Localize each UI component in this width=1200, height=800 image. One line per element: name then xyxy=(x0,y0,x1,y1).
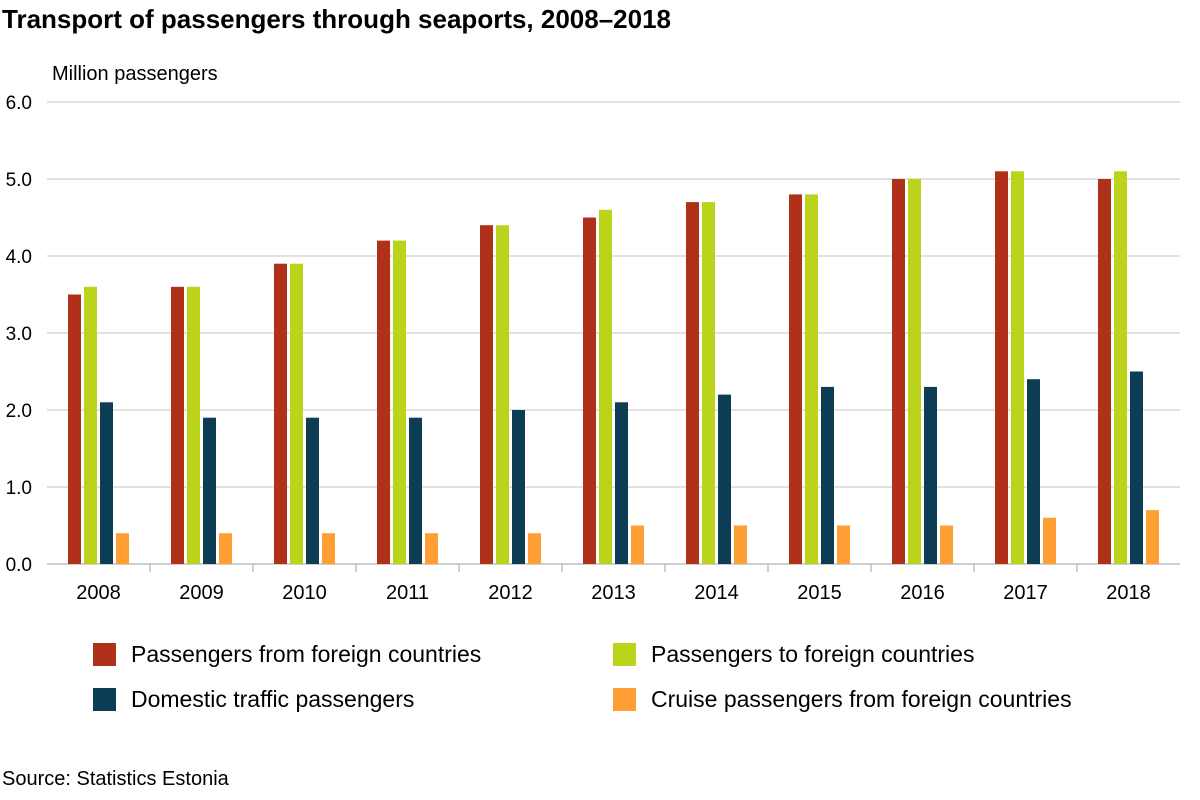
bar xyxy=(116,533,129,564)
bar xyxy=(686,202,699,564)
bar xyxy=(583,217,596,564)
legend-label: Cruise passengers from foreign countries xyxy=(651,685,1072,712)
x-tick-label: 2012 xyxy=(488,582,533,604)
bar xyxy=(789,194,802,564)
bar xyxy=(837,525,850,564)
bar xyxy=(425,533,438,564)
x-tick-label: 2009 xyxy=(179,582,224,604)
x-tick-label: 2008 xyxy=(76,582,121,604)
x-tick-label: 2013 xyxy=(591,582,636,604)
bar xyxy=(377,240,390,564)
y-tick-label: 0.0 xyxy=(6,555,32,576)
y-axis-label: Million passengers xyxy=(52,63,218,85)
bar xyxy=(100,402,113,564)
bar xyxy=(480,225,493,564)
y-tick-label: 6.0 xyxy=(6,93,32,114)
bar xyxy=(68,294,81,564)
bar xyxy=(1130,371,1143,564)
bar xyxy=(512,410,525,564)
bar xyxy=(1098,179,1111,564)
legend-swatch xyxy=(93,687,116,711)
bar xyxy=(599,209,612,565)
legend-label: Passengers to foreign countries xyxy=(651,640,975,667)
source-note: Source: Statistics Estonia xyxy=(2,768,229,790)
legend-item: Passengers from foreign countries xyxy=(93,638,481,670)
bar xyxy=(409,417,422,564)
chart-title: Transport of passengers through seaports… xyxy=(2,4,672,34)
x-tick-label: 2015 xyxy=(797,582,842,604)
legend-swatch xyxy=(93,642,116,666)
bar xyxy=(203,417,216,564)
x-tick-label: 2017 xyxy=(1003,582,1048,604)
bar xyxy=(1114,171,1127,565)
bar xyxy=(821,386,834,564)
y-tick-label: 3.0 xyxy=(6,324,32,345)
bar xyxy=(702,202,715,564)
bar xyxy=(908,179,921,564)
y-tick-label: 4.0 xyxy=(6,247,32,268)
bar xyxy=(306,417,319,564)
legend-label: Domestic traffic passengers xyxy=(131,685,415,712)
bar xyxy=(1011,171,1024,565)
x-tick-label: 2014 xyxy=(694,582,739,604)
bar xyxy=(995,171,1008,565)
bar xyxy=(940,525,953,564)
legend-label: Passengers from foreign countries xyxy=(131,640,482,667)
bar xyxy=(528,533,541,564)
bar xyxy=(84,286,97,564)
bar xyxy=(1146,510,1159,564)
legend-item: Passengers to foreign countries xyxy=(613,638,974,670)
bar xyxy=(924,386,937,564)
y-tick-label: 1.0 xyxy=(6,478,32,499)
bar xyxy=(187,286,200,564)
bar xyxy=(615,402,628,564)
bar-chart: 0.0 1.0 2.0 3.0 4.0 5.0 6.0 2008 2009 2010 2011 201… xyxy=(6,93,1180,604)
bar xyxy=(171,286,184,564)
legend-swatch xyxy=(613,642,636,666)
bar xyxy=(274,263,287,564)
x-tick-label: 2010 xyxy=(282,582,327,604)
bar xyxy=(393,240,406,564)
bar xyxy=(290,263,303,564)
bar xyxy=(892,179,905,564)
bar xyxy=(322,533,335,564)
x-tick-label: 2016 xyxy=(900,582,945,604)
y-tick-label: 5.0 xyxy=(6,170,32,191)
y-tick-label: 2.0 xyxy=(6,401,32,422)
legend-swatch xyxy=(613,687,636,711)
legend-item: Cruise passengers from foreign countries xyxy=(613,683,1072,715)
x-tick-label: 2011 xyxy=(386,582,429,604)
x-tick-label: 2018 xyxy=(1106,582,1151,604)
legend-item: Domestic traffic passengers xyxy=(93,683,414,715)
bar xyxy=(734,525,747,564)
bar xyxy=(631,525,644,564)
bar xyxy=(718,394,731,564)
bar xyxy=(1027,379,1040,564)
bar xyxy=(1043,517,1056,564)
bar xyxy=(805,194,818,564)
bar xyxy=(496,225,509,564)
bar xyxy=(219,533,232,564)
